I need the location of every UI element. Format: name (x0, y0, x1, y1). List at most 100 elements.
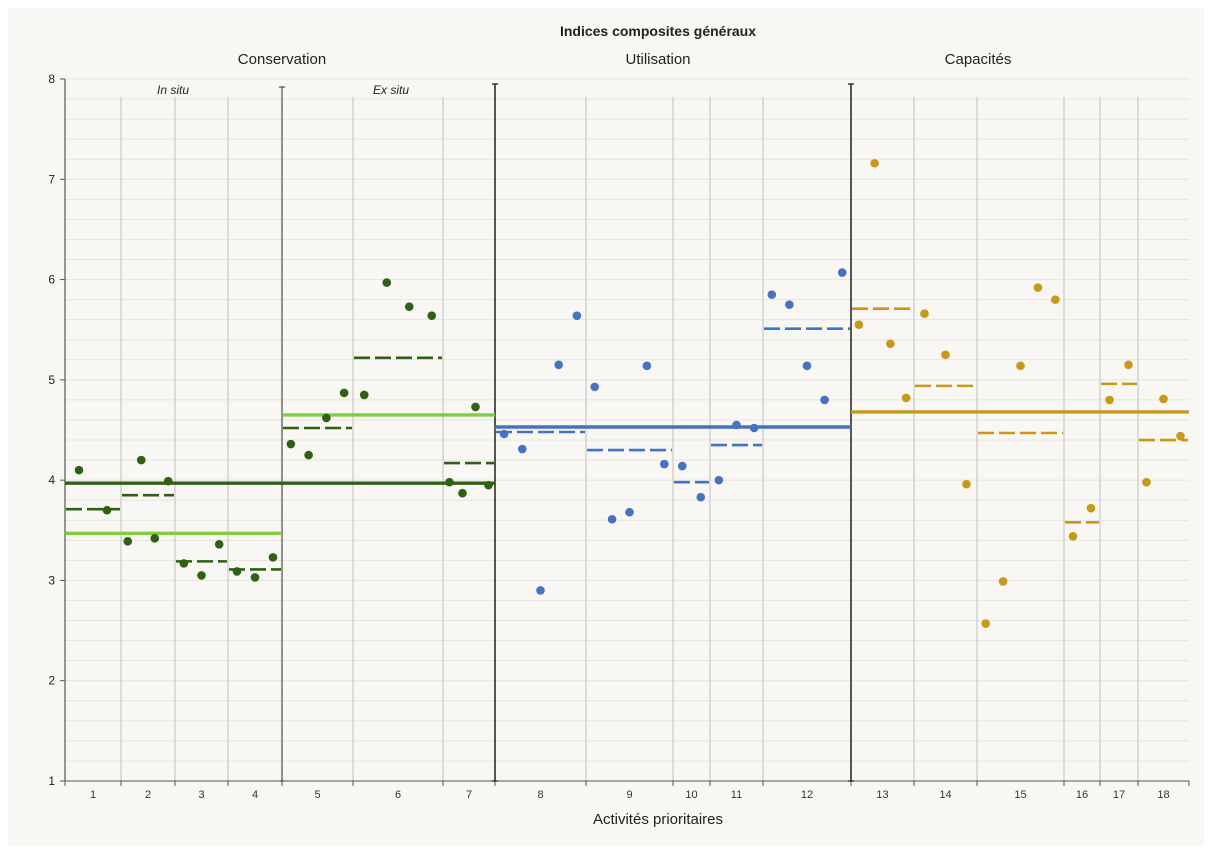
x-tick-label: 16 (1076, 789, 1088, 801)
data-point (471, 402, 480, 412)
data-point (499, 429, 509, 439)
data-point (123, 537, 133, 546)
data-point (1016, 361, 1025, 371)
data-point (214, 540, 224, 549)
data-point (458, 488, 467, 498)
point-layer (74, 158, 1185, 628)
data-point (820, 395, 829, 405)
data-point (232, 567, 242, 576)
data-point (304, 450, 313, 460)
data-point (607, 514, 617, 524)
data-point (732, 420, 741, 430)
data-point (677, 461, 687, 471)
x-tick-label: 8 (537, 789, 543, 801)
data-point (854, 320, 864, 330)
data-point (150, 534, 160, 543)
x-tick-label: 1 (90, 789, 96, 801)
data-point (590, 382, 599, 392)
data-point (1176, 431, 1185, 441)
y-tick-label: 7 (48, 172, 55, 186)
data-point (749, 423, 759, 433)
data-point (518, 444, 527, 454)
data-point (1086, 503, 1096, 513)
data-point (886, 339, 895, 349)
data-point (767, 290, 777, 299)
y-tick-label: 2 (48, 674, 55, 688)
data-point (1033, 283, 1043, 292)
section-title: Conservation (238, 51, 326, 68)
data-point (445, 477, 454, 487)
data-point (981, 619, 990, 628)
data-point (359, 390, 369, 400)
data-point (1124, 360, 1133, 370)
data-point (163, 476, 173, 486)
data-point (660, 459, 669, 469)
grid-layer (65, 78, 1189, 782)
data-point (837, 268, 847, 277)
subgroup-title: In situ (157, 83, 189, 97)
mean-line-layer (65, 307, 1189, 571)
data-point (625, 507, 634, 517)
x-tick-label: 10 (685, 789, 697, 801)
data-point (1159, 394, 1168, 404)
y-tick-label: 8 (48, 72, 55, 86)
x-tick-label: 7 (466, 789, 472, 801)
data-point (696, 492, 706, 502)
data-point (382, 278, 392, 287)
data-point (870, 158, 879, 168)
data-point (962, 479, 971, 489)
x-tick-label: 17 (1113, 789, 1125, 801)
chart-frame: Indices composites généraux Activités pr… (8, 8, 1204, 846)
x-tick-label: 11 (731, 789, 742, 801)
data-point (998, 577, 1008, 586)
x-axis-label: Activités prioritaires (593, 811, 723, 828)
data-point (179, 559, 189, 568)
data-point (197, 571, 206, 580)
data-point (102, 505, 112, 515)
section-title: Utilisation (625, 51, 690, 68)
data-point (785, 300, 794, 309)
separator-layer (60, 78, 1190, 786)
data-point (286, 439, 296, 449)
data-point (250, 573, 260, 582)
x-tick-label: 14 (939, 789, 951, 801)
y-tick-label: 1 (48, 774, 55, 788)
x-tick-label: 12 (801, 789, 813, 801)
data-point (1068, 532, 1078, 541)
data-point (642, 361, 652, 371)
data-point (404, 302, 414, 311)
composite-index-chart: Indices composites généraux Activités pr… (48, 23, 1190, 828)
x-tick-label: 18 (1157, 789, 1169, 801)
data-point (554, 360, 563, 370)
data-point (339, 388, 349, 398)
data-point (572, 311, 582, 320)
x-tick-label: 5 (314, 789, 320, 801)
data-point (322, 413, 331, 423)
data-point (714, 475, 724, 485)
data-point (536, 586, 545, 595)
x-tick-label: 4 (252, 789, 258, 801)
data-point (802, 361, 812, 371)
y-tick-label: 6 (48, 273, 55, 287)
x-tick-label: 2 (145, 789, 151, 801)
y-tick-label: 5 (48, 373, 55, 387)
subgroup-title: Ex situ (373, 83, 409, 97)
x-tick-label: 13 (876, 789, 888, 801)
x-tick-label: 15 (1014, 789, 1026, 801)
x-tick-label: 3 (198, 789, 204, 801)
y-tick-label: 4 (48, 473, 55, 487)
data-point (941, 350, 950, 360)
data-point (901, 393, 911, 403)
y-tick-label: 3 (48, 573, 55, 587)
data-point (427, 311, 437, 320)
data-point (74, 465, 84, 475)
data-point (1105, 395, 1114, 405)
x-tick-label: 9 (626, 789, 632, 801)
data-point (1142, 477, 1151, 487)
data-point (484, 480, 493, 490)
data-point (268, 553, 278, 562)
x-tick-label: 6 (395, 789, 401, 801)
chart-title: Indices composites généraux (560, 23, 756, 39)
section-title: Capacités (945, 51, 1012, 68)
text-layer: Indices composites généraux Activités pr… (48, 23, 1169, 828)
